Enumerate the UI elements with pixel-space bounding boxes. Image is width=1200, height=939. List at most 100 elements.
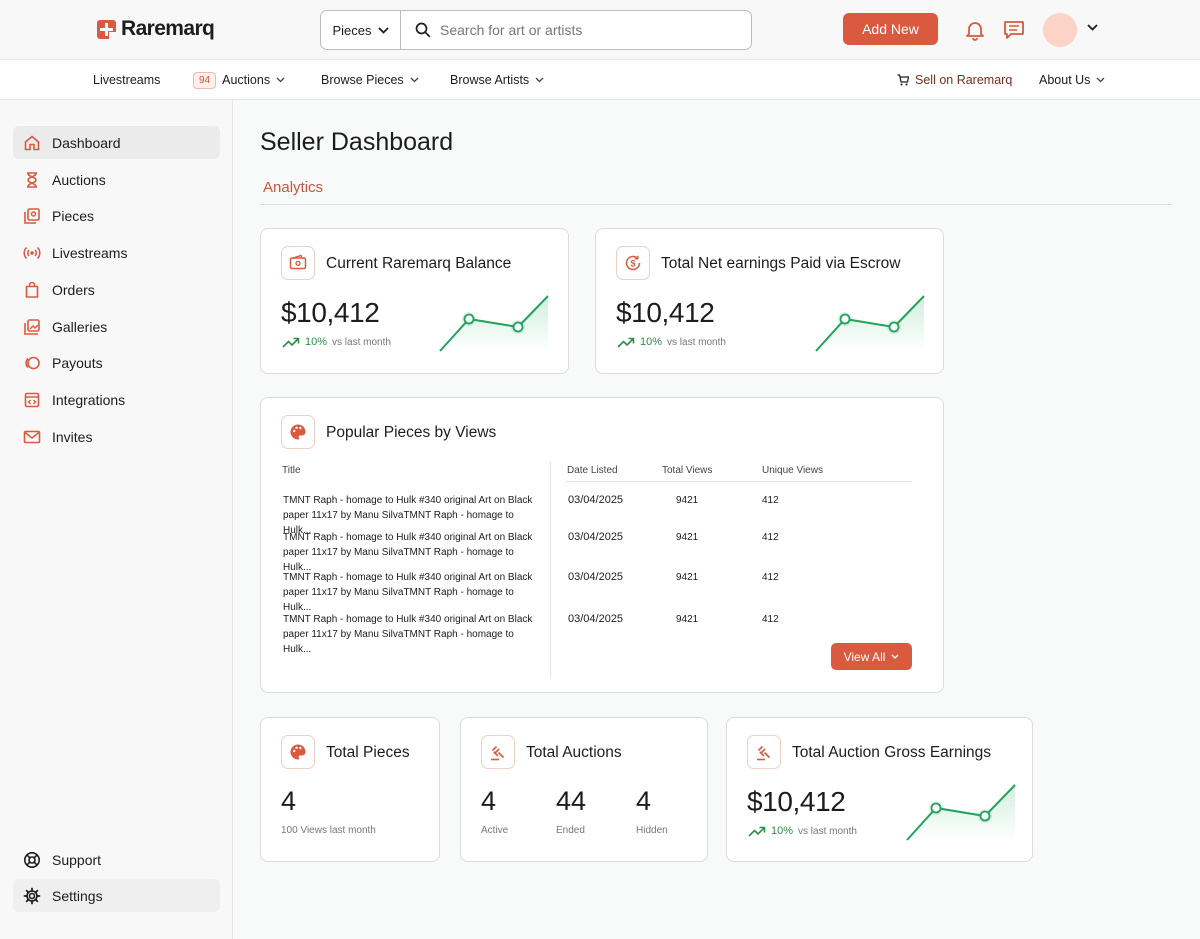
- search-icon: [415, 22, 431, 38]
- bell-icon[interactable]: [964, 19, 986, 41]
- column-header: Date Listed: [567, 465, 618, 476]
- chevron-down-icon: [891, 654, 899, 659]
- trend-percent: 10%: [771, 825, 794, 837]
- nav-about[interactable]: About Us: [1039, 60, 1105, 100]
- gavel-icon: [747, 735, 781, 769]
- add-new-button[interactable]: Add New: [843, 13, 938, 45]
- ended-auctions-value: 44: [556, 786, 587, 816]
- total-views: 9421: [676, 532, 699, 543]
- avatar[interactable]: [1043, 13, 1077, 47]
- balance-card: Current Raremarq Balance $10,412 10% vs …: [260, 228, 569, 374]
- home-icon: [23, 134, 41, 152]
- escrow-amount: $10,412: [616, 297, 715, 328]
- logo[interactable]: Raremarq: [97, 17, 215, 41]
- chat-icon[interactable]: [1003, 19, 1025, 41]
- sidebar-item-livestreams[interactable]: Livestreams: [13, 236, 220, 269]
- search-category-label: Pieces: [332, 22, 372, 38]
- card-title: Total Pieces: [326, 744, 410, 761]
- page-title: Seller Dashboard: [260, 128, 454, 156]
- card-title: Total Auctions: [526, 744, 622, 761]
- sidebar-item-support[interactable]: Support: [13, 843, 220, 876]
- sidebar-item-auctions[interactable]: Auctions: [13, 163, 220, 196]
- shopping-bag-icon: [23, 281, 41, 299]
- piece-title[interactable]: TMNT Raph - homage to Hulk #340 original…: [283, 614, 533, 655]
- total-views: 9421: [676, 614, 699, 625]
- search-input[interactable]: [440, 22, 740, 38]
- logo-wordmark: Raremarq: [121, 17, 215, 40]
- nav-browse-artists[interactable]: Browse Artists: [450, 60, 544, 100]
- pieces-icon: [23, 207, 41, 225]
- gross-amount: $10,412: [747, 786, 846, 817]
- gross-sparkline: [906, 784, 1016, 841]
- chevron-down-icon: [1096, 77, 1105, 83]
- ended-label: Ended: [556, 825, 585, 836]
- sidebar-item-integrations[interactable]: Integrations: [13, 383, 220, 416]
- trend: 10% vs last month: [282, 336, 391, 348]
- nav-sell-label: Sell on Raremarq: [915, 73, 1013, 87]
- sidebar-item-settings[interactable]: Settings: [13, 879, 220, 912]
- card-title: Total Auction Gross Earnings: [792, 744, 992, 761]
- sidebar-item-dashboard[interactable]: Dashboard: [13, 126, 220, 159]
- cart-icon: [897, 74, 909, 86]
- card-title: Current Raremarq Balance: [326, 255, 512, 272]
- column-header: Title: [282, 465, 301, 476]
- nav-livestreams[interactable]: Livestreams: [93, 60, 160, 100]
- nav-auctions[interactable]: 94 Auctions: [193, 60, 285, 100]
- column-header: Unique Views: [762, 465, 823, 476]
- gavel-icon: [481, 735, 515, 769]
- sidebar-support-label: Support: [52, 851, 102, 868]
- chevron-down-icon: [535, 77, 544, 83]
- balance-sparkline: [439, 295, 549, 352]
- piece-title[interactable]: TMNT Raph - homage to Hulk #340 original…: [283, 495, 533, 536]
- sidebar-item-orders[interactable]: Orders: [13, 273, 220, 306]
- nav-browse-pieces[interactable]: Browse Pieces: [321, 60, 419, 100]
- trend-up-icon: [748, 826, 766, 837]
- piece-title[interactable]: TMNT Raph - homage to Hulk #340 original…: [283, 572, 533, 613]
- header-divider: [566, 481, 912, 482]
- unique-views: 412: [762, 614, 779, 625]
- date-listed: 03/04/2025: [568, 494, 624, 506]
- search-bar: Pieces: [320, 10, 752, 50]
- balance-amount: $10,412: [281, 297, 380, 328]
- account-menu-chevron-icon[interactable]: [1087, 24, 1098, 31]
- card-title: Total Net earnings Paid via Escrow: [661, 255, 901, 272]
- tab-analytics[interactable]: Analytics: [263, 179, 324, 196]
- search-category-select[interactable]: Pieces: [321, 11, 401, 49]
- nav-browse-pieces-label: Browse Pieces: [321, 73, 404, 87]
- sidebar-item-label: Orders: [52, 281, 95, 298]
- active-label: Active: [481, 825, 509, 836]
- sidebar-item-label: Payouts: [52, 354, 103, 371]
- piece-title[interactable]: TMNT Raph - homage to Hulk #340 original…: [283, 532, 533, 573]
- chevron-down-icon: [377, 26, 389, 34]
- sidebar-item-label: Integrations: [52, 391, 126, 408]
- auctions-count-badge: 94: [193, 71, 217, 89]
- nav-sell[interactable]: Sell on Raremarq: [897, 60, 1012, 100]
- sidebar-item-label: Livestreams: [52, 244, 128, 261]
- palette-icon: [281, 415, 315, 449]
- palette-icon: [281, 735, 315, 769]
- view-all-label: View All: [843, 649, 886, 664]
- nav-auctions-label: Auctions: [222, 73, 271, 87]
- raremarq-logo-icon: [97, 19, 116, 39]
- trend-percent: 10%: [640, 336, 663, 348]
- payouts-icon: [23, 354, 41, 372]
- date-listed: 03/04/2025: [568, 571, 624, 583]
- hourglass-icon: [23, 171, 41, 189]
- sidebar-item-payouts[interactable]: Payouts: [13, 346, 220, 379]
- sidebar-item-invites[interactable]: Invites: [13, 420, 220, 453]
- chevron-down-icon: [276, 77, 285, 83]
- escrow-card: $ Total Net earnings Paid via Escrow $10…: [595, 228, 944, 374]
- hidden-auctions-value: 4: [636, 786, 652, 816]
- gross-earnings-card: Total Auction Gross Earnings $10,412 10%…: [726, 717, 1033, 862]
- sidebar-item-label: Galleries: [52, 318, 108, 335]
- sidebar-item-label: Dashboard: [52, 134, 121, 151]
- sidebar-item-pieces[interactable]: Pieces: [13, 199, 220, 232]
- sidebar-item-galleries[interactable]: Galleries: [13, 310, 220, 343]
- escrow-sparkline: [815, 295, 925, 352]
- trend-compare: vs last month: [332, 336, 391, 348]
- trend-up-icon: [617, 337, 635, 348]
- main-nav: Livestreams 94 Auctions Browse Pieces Br…: [0, 60, 1200, 100]
- popular-pieces-card: Popular Pieces by Views Title Date Liste…: [260, 397, 944, 693]
- view-all-button[interactable]: View All: [831, 643, 912, 670]
- unique-views: 412: [762, 572, 779, 583]
